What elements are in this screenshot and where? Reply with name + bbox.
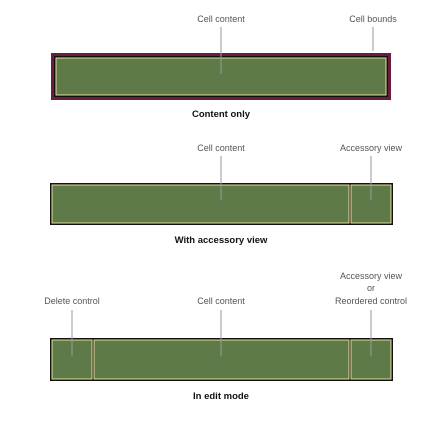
panel-edit-mode: Accessory view or Reordered control Dele… (44, 271, 407, 402)
label-accessory-view-1: Accessory view (340, 143, 403, 153)
label-cell-bounds: Cell bounds (349, 14, 397, 24)
cell-content-area-2 (51, 184, 350, 224)
panel-with-accessory: Cell content Accessory view With accesso… (50, 143, 403, 246)
label-reorder-control: Reordered control (335, 296, 407, 306)
label-cell-content-1: Cell content (197, 14, 245, 24)
label-cell-content-2: Cell content (197, 143, 245, 153)
caption-content-only: Content only (192, 109, 251, 120)
panel-content-only: Cell content Cell bounds Content only (51, 14, 397, 120)
label-cell-content-3: Cell content (197, 296, 245, 306)
label-accessory-view-2: Accessory view (340, 271, 403, 281)
caption-with-accessory: With accessory view (175, 235, 268, 246)
label-or: or (367, 283, 375, 293)
caption-edit-mode: In edit mode (193, 391, 249, 402)
label-delete-control: Delete control (44, 296, 100, 306)
delete-control-area (51, 339, 93, 380)
